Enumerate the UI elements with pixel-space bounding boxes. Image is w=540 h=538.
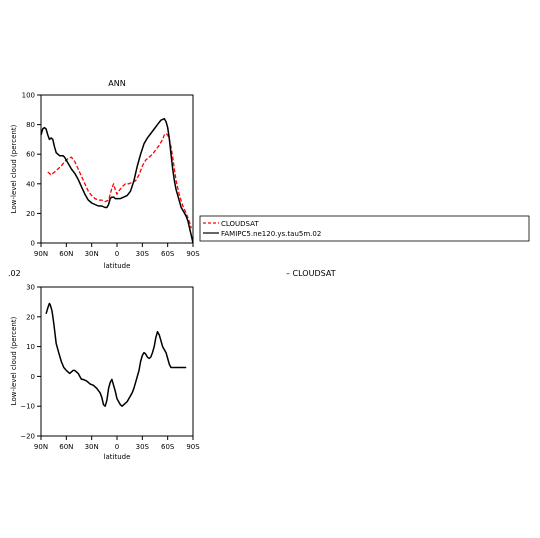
- y-tick-label: 60: [26, 151, 35, 159]
- x-tick-label: 60S: [161, 250, 175, 258]
- y-tick-label: 0: [31, 240, 35, 248]
- panel1-x-axis: 90N 60N 30N 0 30S 60S 90S: [34, 243, 200, 258]
- panel1-y-label: Low-level cloud (percent): [10, 124, 18, 213]
- x-tick-label: 30S: [136, 443, 150, 451]
- series-line-famipc5-ne120-ys-tau5m-02: [40, 117, 194, 244]
- panel2-y-label: Low-level cloud (percent): [10, 316, 18, 405]
- x-tick-label: 60N: [59, 250, 73, 258]
- panel2-series: [45, 302, 187, 407]
- panel-annual-cloud: ANN 0 20 40 60 80 100 90N 60N 30N 0 30S 60S 90S lat…: [10, 79, 200, 270]
- right-title-fragment: – CLOUDSAT: [286, 269, 336, 278]
- y-tick-label: 80: [26, 121, 35, 129]
- x-tick-label: 90N: [34, 250, 48, 258]
- y-tick-label: 40: [26, 180, 35, 188]
- x-tick-label: 30N: [85, 250, 99, 258]
- legend-box: [199, 215, 530, 242]
- y-tick-label: 0: [31, 373, 35, 381]
- series-line-difference: [45, 302, 187, 407]
- y-tick-label: 10: [26, 343, 35, 351]
- panel1-series: [40, 117, 194, 244]
- y-tick-label: −20: [20, 433, 35, 441]
- y-tick-label: 20: [26, 210, 35, 218]
- x-tick-label: 30N: [85, 443, 99, 451]
- x-tick-label: 0: [115, 443, 119, 451]
- panel1-y-axis: 0 20 40 60 80 100: [22, 92, 41, 248]
- x-tick-label: 90N: [34, 443, 48, 451]
- y-tick-label: 100: [22, 92, 35, 100]
- panel1-x-label: latitude: [104, 262, 131, 270]
- y-tick-label: 30: [26, 284, 35, 292]
- x-tick-label: 60S: [161, 443, 175, 451]
- legend: CLOUDSAT FAMIPC5.ne120.ys.tau5m.02: [199, 215, 530, 242]
- legend-label-cloudsat: CLOUDSAT: [221, 220, 259, 228]
- panel2-x-axis: 90N 60N 30N 0 30S 60S 90S: [34, 436, 200, 451]
- panel1-title: ANN: [108, 79, 125, 88]
- y-tick-label: −10: [20, 403, 35, 411]
- left-title-fragment: .02: [8, 269, 21, 278]
- panel2-y-axis: −20 −10 0 10 20 30: [20, 284, 41, 441]
- x-tick-label: 30S: [136, 250, 150, 258]
- legend-label-model: FAMIPC5.ne120.ys.tau5m.02: [221, 230, 321, 238]
- series-line-cloudsat: [47, 132, 192, 229]
- panel1-frame: [40, 94, 194, 244]
- x-tick-label: 90S: [186, 443, 200, 451]
- panel-difference: −20 −10 0 10 20 30 90N 60N 30N 0 30S 60S 90S latitu…: [10, 284, 200, 462]
- x-tick-label: 60N: [59, 443, 73, 451]
- panel2-frame: [40, 286, 194, 437]
- x-tick-label: 0: [115, 250, 119, 258]
- x-tick-label: 90S: [186, 250, 200, 258]
- panel2-x-label: latitude: [104, 453, 131, 461]
- y-tick-label: 20: [26, 313, 35, 321]
